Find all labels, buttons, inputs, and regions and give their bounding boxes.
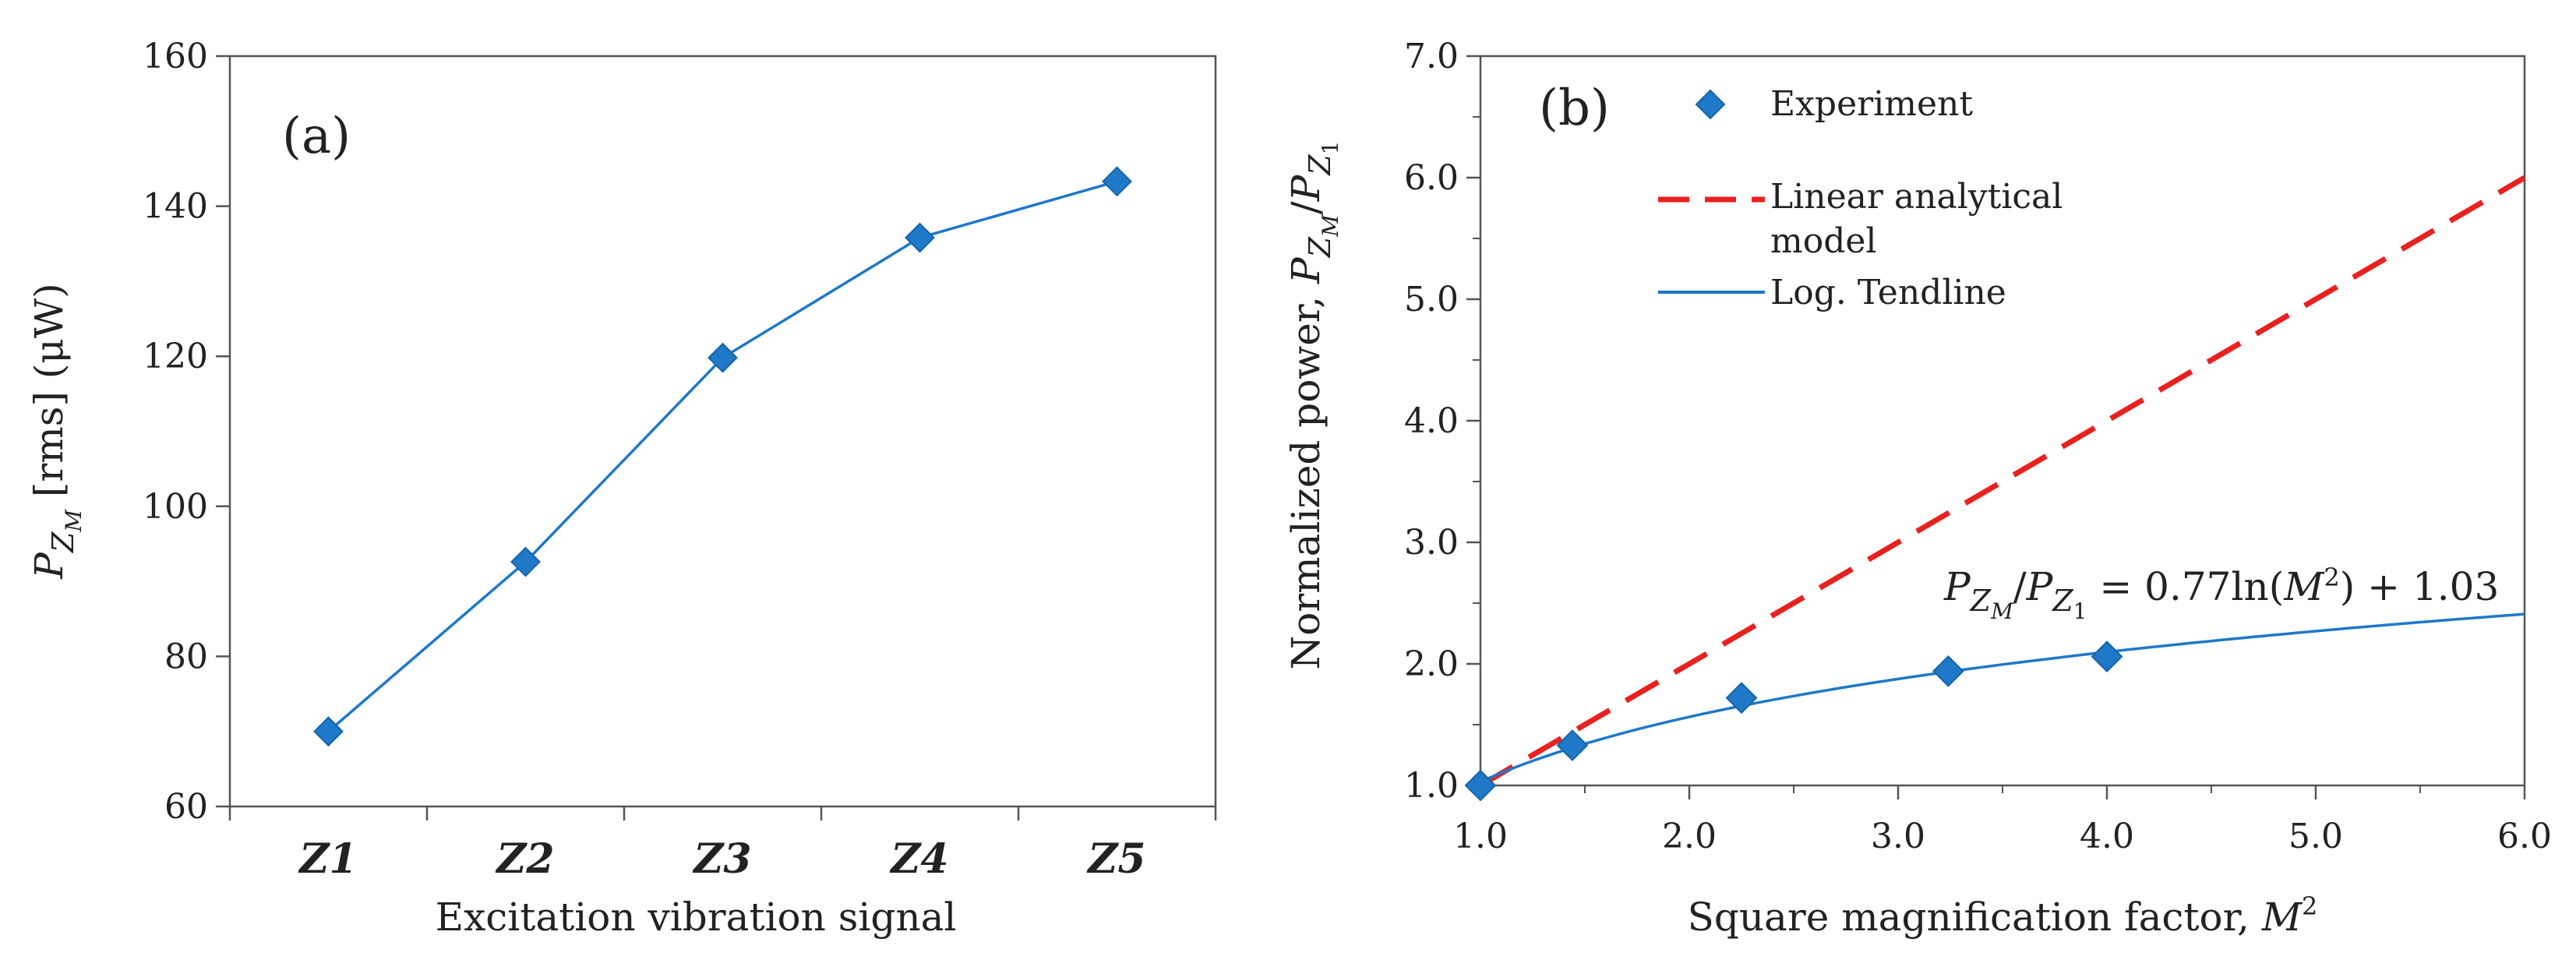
- panel-b-x-ticks: 1.0 2.0 3.0 4.0 5.0 6.0: [1453, 785, 2552, 856]
- panel-b-log-trendline: [1480, 612, 2525, 783]
- panel-a-data-point: [708, 342, 738, 373]
- panel-b-y-tick-label: 2.0: [1404, 644, 1459, 684]
- legend-label-linear-model: Linear analytical: [1770, 177, 2063, 217]
- panel-a-data-point: [510, 546, 541, 577]
- panel-a-y-tick-label: 100: [143, 487, 208, 527]
- panel-b-legend: Experiment Linear analytical model Log. …: [1658, 84, 2063, 312]
- panel-b-label: (b): [1539, 79, 1610, 137]
- panel-b-y-axis-label: Normalized power, PZM/PZ1: [1283, 141, 1343, 670]
- legend-label-linear-model-line2: model: [1770, 221, 1877, 261]
- panel-b-y-tick-label: 7.0: [1404, 37, 1459, 76]
- panel-b-experiment-point: [2091, 641, 2123, 673]
- panel-a-data-point: [313, 716, 344, 747]
- panel-a-x-axis-label: Excitation vibration signal: [436, 895, 957, 940]
- legend-label-log-trendline: Log. Tendline: [1770, 273, 2006, 312]
- panel-a-series-line: [327, 180, 1117, 733]
- panel-a-y-ticks: 60 80 100 120 140 160: [143, 37, 230, 827]
- panel-a-x-ticks: Z1 Z2 Z3 Z4 Z5: [228, 806, 1217, 883]
- panel-b-experiment-point: [1464, 769, 1497, 802]
- panel-b-y-tick-label: 1.0: [1404, 766, 1459, 806]
- panel-b-x-axis-label: Square magnification factor, M2: [1688, 891, 2318, 940]
- panel-b-x-tick-label: 4.0: [2080, 817, 2134, 856]
- panel-b-y-tick-label: 6.0: [1404, 158, 1459, 198]
- panel-b-experiment-point: [1556, 729, 1589, 761]
- panel-a-x-tick-label: Z3: [692, 835, 751, 883]
- panel-b-series-lines: [1479, 175, 2526, 789]
- trendline-equation: PZM/PZ1 = 0.77ln(M2) + 1.03: [1943, 563, 2499, 624]
- panel-b-x-tick-label: 6.0: [2497, 817, 2552, 856]
- panel-b-experiment-point: [1932, 655, 1964, 687]
- panel-a-y-tick-label: 80: [164, 637, 208, 676]
- panel-a-plot-frame: [228, 55, 1217, 808]
- panel-a-y-tick-label: 160: [143, 37, 208, 76]
- panel-a-y-axis-label: PZM [rms] (μW): [26, 283, 86, 579]
- panel-b-y-tick-label: 4.0: [1404, 401, 1459, 441]
- panel-b-series-points: [1464, 641, 2123, 802]
- panel-b-linear-model-line: [1479, 175, 2526, 789]
- panel-b-y-tick-label: 5.0: [1404, 280, 1459, 319]
- panel-a-y-tick-label: 120: [143, 337, 208, 376]
- panel-a-data-point: [1102, 166, 1132, 197]
- panel-a-chart: 60 80 100 120 140 160 Z1 Z2 Z3 Z4 Z5 (a) Excitati…: [26, 37, 1217, 940]
- panel-b-chart: 1.0 2.0 3.0 4.0 5.0 6.0 7.0 1.0 2.0 3.0 4.0 5.0 6.0…: [1283, 37, 2552, 940]
- panel-a-line: [327, 180, 1117, 733]
- panel-a-x-tick-label: Z5: [1086, 835, 1145, 883]
- panel-b-x-tick-label: 2.0: [1662, 817, 1717, 856]
- panel-a-x-tick-label: Z1: [298, 835, 357, 883]
- panel-b-experiment-point: [1725, 682, 1758, 715]
- panel-b-x-tick-label: 3.0: [1871, 817, 1925, 856]
- panel-a-label: (a): [282, 108, 351, 165]
- panel-a-series-points: [313, 166, 1132, 747]
- panel-a-x-tick-label: Z2: [495, 835, 554, 883]
- panel-a-y-tick-label: 60: [164, 787, 208, 827]
- panel-b-x-tick-label: 5.0: [2288, 817, 2343, 856]
- panel-a-data-point: [905, 222, 935, 253]
- panel-a-x-tick-label: Z4: [889, 835, 948, 883]
- legend-diamond-marker: [1695, 89, 1726, 120]
- panel-b-y-ticks: 1.0 2.0 3.0 4.0 5.0 6.0 7.0: [1404, 37, 1480, 806]
- panel-a-y-tick-label: 140: [143, 187, 208, 227]
- panel-b-y-tick-label: 3.0: [1404, 523, 1459, 563]
- legend-label-experiment: Experiment: [1770, 84, 1973, 124]
- panel-b-plot-frame: [1479, 55, 2526, 787]
- panel-b-x-tick-label: 1.0: [1453, 817, 1508, 856]
